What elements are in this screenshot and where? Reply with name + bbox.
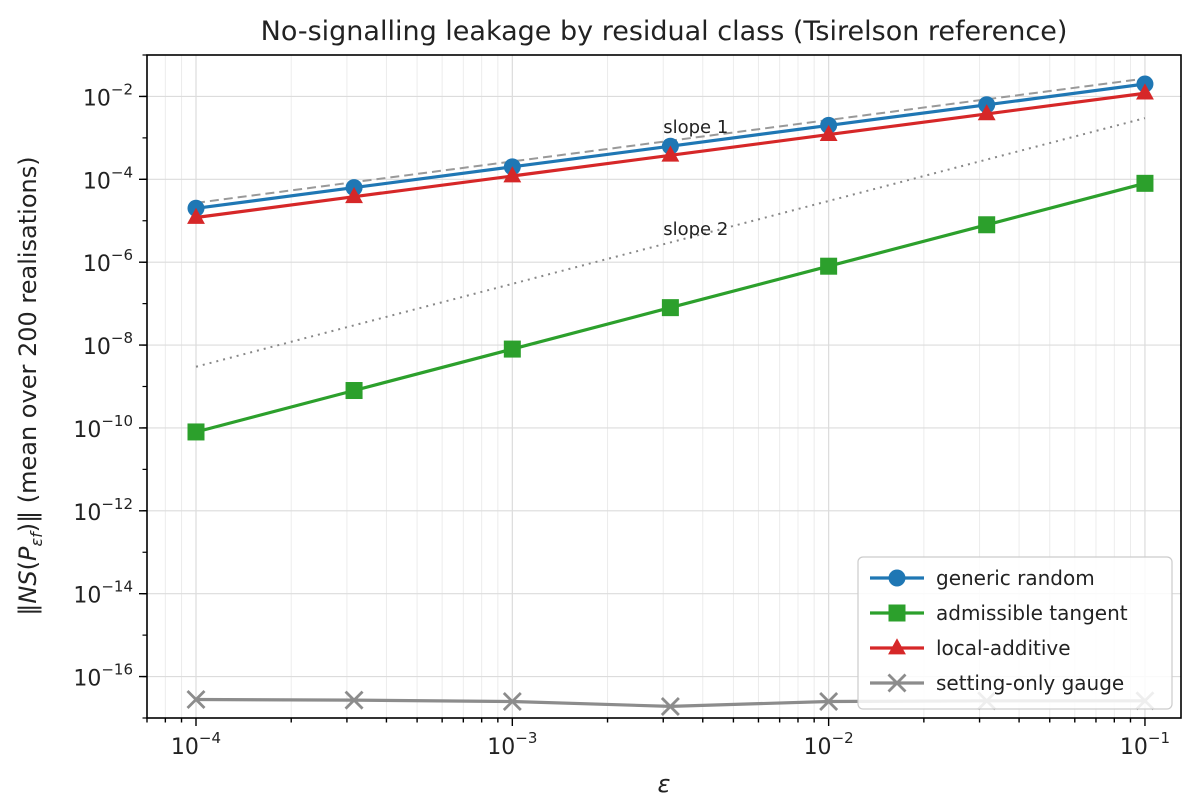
- data-point-local-additive: [819, 124, 838, 141]
- data-point-admissible-tangent: [187, 423, 205, 441]
- data-point-admissible-tangent: [820, 257, 838, 275]
- legend-marker: [887, 673, 907, 693]
- data-point-setting-only-gauge: [344, 690, 364, 710]
- y-tick-label: 10−12: [73, 495, 133, 526]
- legend-label: setting-only gauge: [936, 671, 1124, 695]
- data-point-local-additive: [345, 186, 363, 204]
- data-point-local-additive: [503, 166, 522, 183]
- data-point-admissible-tangent: [345, 382, 363, 400]
- x-axis: 10−4 10−3 10−2 10−1: [146, 718, 1170, 760]
- data-point-local-additive: [1136, 83, 1154, 100]
- y-label-trail: ‖ (mean over 200 realisations): [14, 156, 42, 522]
- data-point-local-additive: [187, 207, 205, 224]
- y-tick-label: 10−16: [73, 661, 133, 692]
- x-tick-label: 10−1: [1120, 729, 1170, 760]
- y-tick-label: 10−4: [83, 163, 133, 194]
- legend-marker: [888, 638, 906, 655]
- data-point-local-additive: [661, 145, 680, 162]
- y-tick-label: 10−10: [73, 412, 133, 443]
- x-tick-label: 10−4: [171, 729, 221, 760]
- data-point-setting-only-gauge: [819, 692, 839, 711]
- y-axis-label: ‖NS(Pεf)‖ (mean over 200 realisations): [14, 156, 46, 615]
- series-admissible-tangent: [187, 174, 1154, 441]
- reference-line-label: slope 2: [663, 219, 728, 240]
- data-point-admissible-tangent: [1136, 174, 1154, 192]
- data-point-admissible-tangent: [978, 216, 996, 234]
- x-axis-label: ε: [658, 770, 671, 798]
- data-point-setting-only-gauge: [186, 689, 206, 709]
- data-point-admissible-tangent: [503, 340, 521, 358]
- legend-item-local-additive: local-additive: [870, 636, 1071, 660]
- legend-item-generic-random: generic random: [870, 566, 1095, 590]
- y-label-p: P: [14, 546, 42, 561]
- legend-label: generic random: [936, 566, 1095, 590]
- x-tick-label: 10−3: [487, 729, 537, 760]
- legend-label: admissible tangent: [936, 601, 1128, 625]
- series-layer: [186, 75, 1155, 716]
- y-label-paren-open: (: [14, 561, 42, 570]
- data-point-setting-only-gauge: [502, 692, 522, 711]
- y-tick-label: 10−2: [83, 80, 133, 111]
- data-point-local-additive: [977, 104, 996, 121]
- y-label-sub: εf: [27, 530, 46, 547]
- y-axis: 10−2 10−4 10−6 10−8 10−10 10−12 10−14 10−16: [73, 54, 147, 719]
- y-label-paren-close: ): [14, 523, 42, 532]
- legend-marker: [888, 604, 906, 622]
- reference-line-label: slope 1: [663, 117, 728, 138]
- reference-line-dotted: [195, 117, 1146, 368]
- y-label-lead: ‖: [14, 604, 42, 616]
- x-tick-label: 10−2: [804, 729, 854, 760]
- legend-item-setting-only-gauge: setting-only gauge: [870, 671, 1124, 695]
- data-point-admissible-tangent: [661, 299, 679, 317]
- legend-label: local-additive: [936, 636, 1071, 660]
- reference-lines: slope 1 slope 2: [195, 77, 1146, 368]
- legend-box: [857, 556, 1173, 710]
- y-label-ns: NS: [14, 570, 42, 603]
- legend: generic random admissible tangent local-ad…: [857, 556, 1173, 710]
- legend-item-admissible-tangent: admissible tangent: [870, 601, 1128, 625]
- legend-marker: [888, 569, 906, 587]
- y-tick-label: 10−14: [73, 578, 133, 609]
- series-local-additive: [187, 83, 1154, 224]
- y-tick-label: 10−8: [83, 329, 133, 360]
- data-point-setting-only-gauge: [660, 696, 680, 716]
- chart-title: No-signalling leakage by residual class …: [261, 16, 1068, 47]
- y-tick-label: 10−6: [83, 246, 133, 277]
